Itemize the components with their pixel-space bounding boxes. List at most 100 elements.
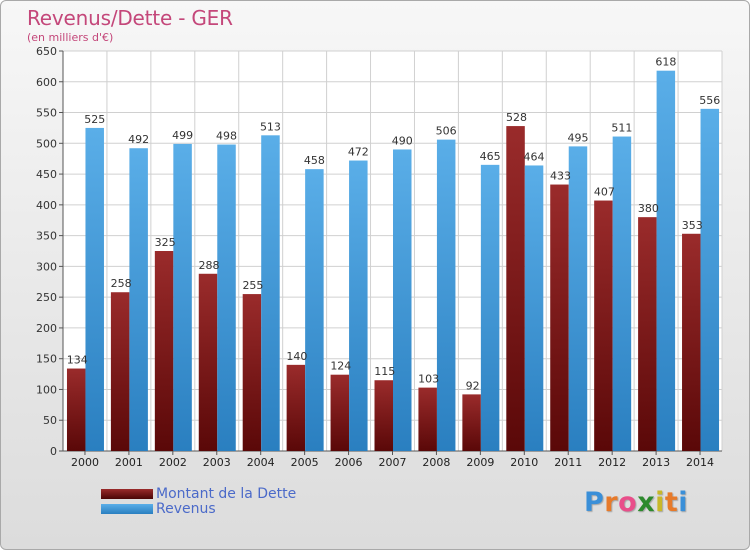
- data-label-revenus: 513: [260, 120, 281, 133]
- y-tick-label: 650: [36, 45, 57, 58]
- data-label-revenus: 556: [699, 94, 720, 107]
- legend-label-dette: Montant de la Dette: [156, 486, 297, 502]
- y-tick-label: 0: [50, 445, 57, 458]
- data-labels: 134 525 258 492 325 499 288 498 255 513 140 458 124 4…: [67, 56, 721, 393]
- x-tick-label: 2005: [291, 456, 319, 469]
- bar-revenus: [436, 139, 456, 451]
- x-tick-label: 2001: [115, 456, 143, 469]
- y-tick-label: 450: [36, 168, 57, 181]
- x-tick-label: 2002: [159, 456, 187, 469]
- data-label-revenus: 498: [216, 130, 237, 143]
- bar-dette: [374, 380, 393, 451]
- x-tick-label: 2000: [71, 456, 99, 469]
- data-label-dette: 92: [466, 379, 480, 392]
- y-tick-label: 200: [36, 322, 57, 335]
- data-label-dette: 134: [67, 354, 88, 367]
- data-label-dette: 325: [155, 236, 176, 249]
- data-label-revenus: 464: [524, 150, 545, 163]
- x-tick-label: 2009: [466, 456, 494, 469]
- bar-revenus: [217, 144, 236, 452]
- logo-letter: t: [664, 487, 679, 518]
- bar-revenus: [85, 127, 104, 451]
- x-tick-label: 2012: [598, 456, 626, 469]
- y-tick-label: 500: [36, 137, 57, 150]
- bar-dette: [154, 251, 174, 451]
- bar-revenus: [480, 164, 500, 451]
- bar-dette: [330, 374, 350, 451]
- bar-revenus: [261, 135, 280, 452]
- x-tick-label: 2011: [554, 456, 582, 469]
- data-label-revenus: 525: [84, 113, 105, 126]
- x-tick-label: 2010: [510, 456, 538, 469]
- x-tick-label: 2006: [335, 456, 363, 469]
- logo-letter: i: [678, 487, 689, 518]
- data-label-dette: 103: [418, 373, 439, 386]
- logo-letter: i: [655, 487, 665, 518]
- data-label-dette: 258: [111, 277, 132, 290]
- bar-revenus: [393, 149, 412, 451]
- x-tick-label: 2013: [642, 456, 670, 469]
- logo-letter: P: [584, 487, 605, 518]
- bar-revenus: [349, 160, 368, 452]
- data-label-revenus: 458: [304, 154, 325, 167]
- logo-letter: x: [637, 487, 656, 518]
- bar-revenus: [173, 143, 192, 451]
- bar-dette: [550, 184, 569, 452]
- bar-dette: [462, 394, 481, 451]
- data-label-dette: 140: [286, 350, 307, 363]
- bar-revenus: [129, 148, 148, 451]
- data-label-revenus: 472: [348, 146, 369, 159]
- bars: [66, 70, 720, 452]
- bar-revenus: [568, 146, 588, 451]
- x-tick-label: 2004: [247, 456, 275, 469]
- data-label-revenus: 506: [436, 125, 457, 138]
- bar-dette: [506, 126, 525, 452]
- chart-title: Revenus/Dette - GER: [27, 6, 233, 30]
- y-tick-label: 250: [36, 291, 57, 304]
- chart-subtitle: (en milliers d'€): [27, 31, 114, 44]
- data-label-revenus: 495: [567, 131, 588, 144]
- bar-dette: [682, 233, 701, 451]
- data-label-revenus: 465: [480, 150, 501, 163]
- data-label-dette: 380: [638, 202, 659, 215]
- y-tick-label: 400: [36, 199, 57, 212]
- bar-dette: [638, 217, 657, 451]
- y-tick-label: 600: [36, 76, 57, 89]
- y-tick-label: 50: [43, 414, 57, 427]
- y-tick-label: 550: [36, 107, 57, 120]
- data-label-dette: 528: [506, 111, 527, 124]
- legend-swatch-dette: [101, 489, 153, 499]
- bar-dette: [594, 200, 613, 451]
- data-label-dette: 255: [242, 279, 263, 292]
- data-label-dette: 353: [682, 219, 703, 232]
- y-tick-label: 100: [36, 383, 57, 396]
- bar-revenus: [656, 70, 676, 451]
- data-label-revenus: 618: [655, 56, 676, 69]
- bar-dette: [242, 294, 262, 451]
- bar-dette: [110, 292, 130, 451]
- bar-revenus: [700, 108, 720, 451]
- x-tick-label: 2007: [379, 456, 407, 469]
- bar-revenus: [612, 136, 632, 452]
- bar-dette: [198, 273, 218, 451]
- bar-dette: [286, 364, 306, 451]
- data-label-revenus: 490: [392, 134, 413, 147]
- proxiti-logo: Proxiti: [584, 487, 688, 518]
- data-label-revenus: 499: [172, 129, 193, 142]
- y-tick-label: 300: [36, 260, 57, 273]
- data-label-dette: 124: [330, 360, 351, 373]
- y-tick-label: 350: [36, 230, 57, 243]
- bar-dette: [418, 387, 437, 451]
- data-label-dette: 115: [374, 365, 395, 378]
- bar-revenus: [524, 165, 544, 451]
- x-tick-label: 2014: [686, 456, 714, 469]
- bar-revenus: [305, 169, 324, 451]
- data-label-revenus: 492: [128, 133, 149, 146]
- legend-swatch-revenus: [101, 504, 153, 514]
- x-tick-label: 2003: [203, 456, 231, 469]
- legend-label-revenus: Revenus: [156, 501, 216, 517]
- axes: 0 50 100 150 200 250 300 350 400 450 500 550 600 650 2…: [36, 45, 722, 469]
- data-label-dette: 433: [550, 170, 571, 183]
